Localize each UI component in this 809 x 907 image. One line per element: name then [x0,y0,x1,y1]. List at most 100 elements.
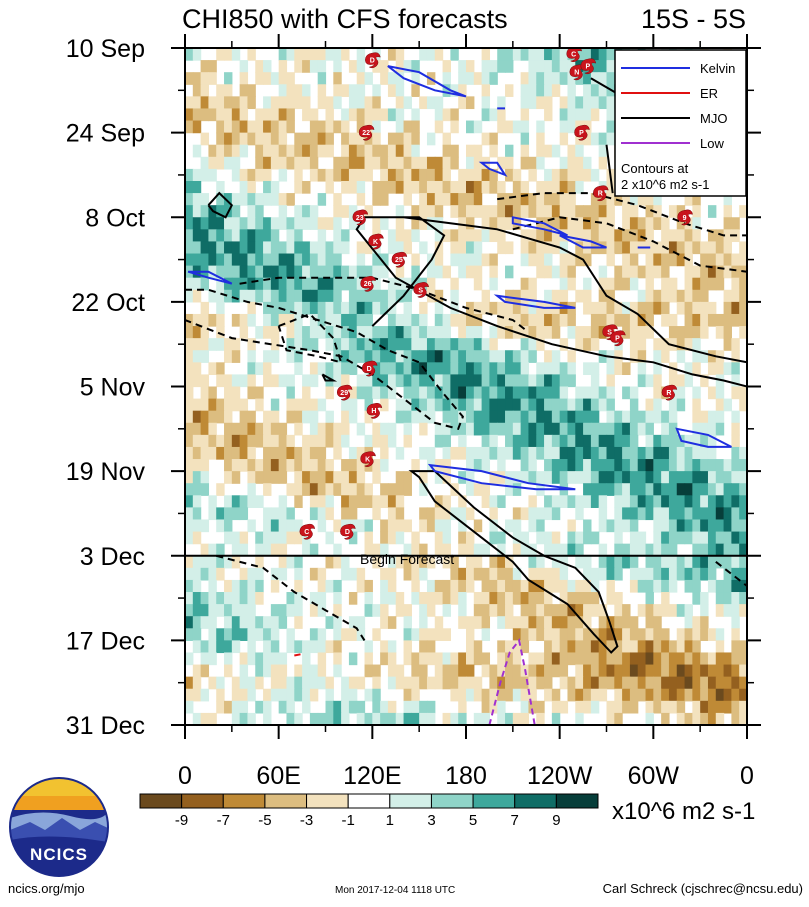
field-cell [458,72,467,85]
field-cell [668,471,678,484]
field-cell [419,48,428,61]
field-cell [614,229,623,243]
field-cell [247,519,256,533]
field-cell [622,422,631,436]
field-cell [528,48,537,61]
field-cell [309,495,319,508]
field-cell [473,72,483,85]
field-cell [185,616,194,629]
field-cell [473,567,483,581]
field-cell [255,229,264,243]
field-cell [356,567,366,581]
field-cell [192,446,202,460]
field-cell [575,688,584,702]
field-cell [473,168,483,182]
field-cell [263,350,272,363]
field-cell [192,567,202,581]
field-cell [645,483,654,496]
field-cell [380,434,389,448]
field-cell [325,326,334,339]
field-cell [731,253,740,267]
field-cell [598,144,608,158]
field-cell [458,60,467,73]
field-cell [590,579,600,593]
field-cell [700,664,709,678]
field-cell [629,507,639,521]
field-cell [528,495,537,508]
field-cell [692,193,701,206]
field-cell [489,700,498,714]
field-cell [520,531,530,545]
field-cell [200,422,210,436]
field-cell [185,531,194,545]
field-cell [434,579,444,593]
field-cell [348,628,358,641]
field-cell [450,688,459,702]
field-cell [419,555,428,569]
field-cell [512,120,522,134]
field-cell [341,229,350,243]
field-cell [645,652,654,666]
field-cell [629,664,639,678]
field-cell [629,628,639,641]
storm-core [339,388,349,397]
field-cell [255,193,264,206]
field-cell [302,434,311,448]
field-cell [286,84,295,97]
field-cell [247,604,256,617]
field-cell [411,543,420,557]
storm-core [394,255,404,265]
field-cell [497,108,506,122]
field-cell [231,604,241,617]
field-cell [403,193,412,206]
y-tick-label: 3 Dec [80,543,145,571]
field-cell [317,567,327,581]
field-cell [590,446,600,460]
field-cell [590,495,600,508]
field-cell [426,398,436,412]
field-cell [559,180,569,194]
field-cell [481,229,491,243]
field-cell [598,640,608,654]
field-cell [200,313,210,327]
field-cell [458,386,467,400]
field-cell [333,156,342,170]
field-cell [419,398,428,412]
field-cell [668,555,678,569]
field-cell [395,217,405,230]
field-cell [208,265,217,279]
field-cell [583,604,592,617]
field-cell [567,616,576,629]
field-cell [481,301,491,315]
field-cell [723,471,732,484]
field-cell [466,265,475,279]
field-cell [668,253,678,267]
kelvin-contour [675,427,732,448]
field-cell [739,301,747,315]
field-cell [528,277,537,291]
field-cell [567,543,576,557]
field-cell [473,338,483,351]
field-cell [583,495,592,508]
field-cell [551,640,561,654]
field-cell [372,543,381,557]
field-cell [731,531,740,545]
field-cell [559,459,569,472]
field-cell [622,700,631,714]
field-cell [192,616,202,629]
field-cell [348,96,358,110]
field-cell [692,410,701,424]
field-cell [583,253,592,267]
field-cell [637,483,647,496]
field-cell [668,519,678,533]
colorbar-units: x10^6 m2 s-1 [612,798,755,825]
field-cell [700,410,709,424]
field-cell [481,628,491,641]
field-cell [536,446,545,460]
field-cell [668,374,678,388]
field-cell [216,700,225,714]
storm-label: S [418,287,423,294]
field-cell [536,229,545,243]
field-cell [739,313,747,327]
field-cell [536,96,545,110]
